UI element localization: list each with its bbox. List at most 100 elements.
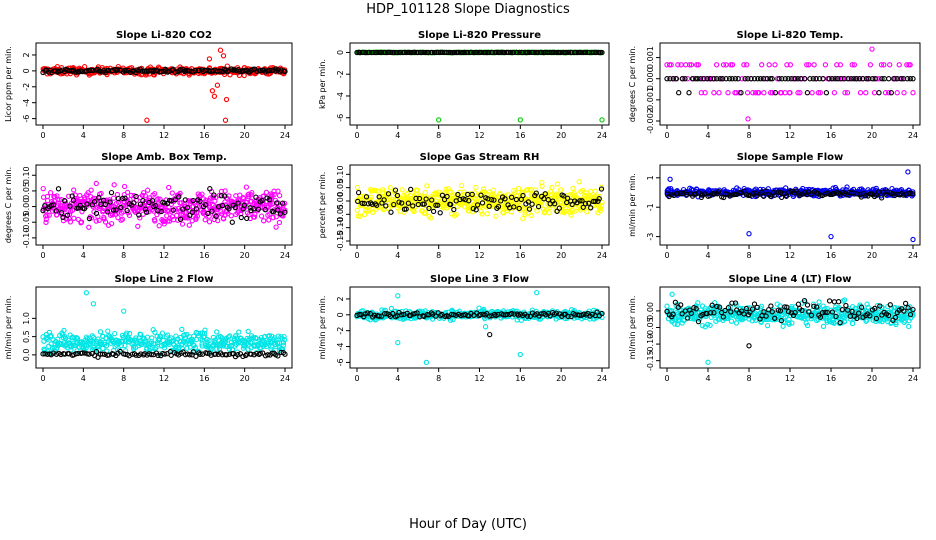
data-point	[266, 197, 273, 203]
data-point	[858, 194, 864, 200]
x-tick-label: 20	[867, 251, 877, 260]
data-point	[480, 186, 487, 192]
panel-title: Slope Line 4 (LT) Flow	[728, 274, 851, 285]
data-point	[77, 192, 83, 199]
data-point	[907, 62, 913, 68]
data-point	[403, 206, 409, 212]
data-point	[140, 198, 146, 204]
y-tick-label: 0.00	[336, 192, 345, 210]
data-point	[142, 206, 149, 212]
data-point	[115, 214, 121, 221]
data-point	[772, 192, 778, 198]
x-tick-label: 4	[395, 374, 400, 383]
data-point	[582, 192, 588, 199]
data-point	[259, 197, 265, 204]
data-point	[274, 200, 280, 206]
data-point	[236, 329, 242, 335]
y-tick-label: -0.15	[336, 231, 345, 252]
data-point	[429, 197, 435, 203]
data-point	[265, 338, 272, 344]
data-point	[232, 204, 239, 211]
data-point	[701, 76, 707, 82]
data-point	[370, 209, 376, 215]
data-point	[741, 188, 747, 194]
data-point	[694, 62, 700, 68]
data-point	[788, 76, 794, 82]
y-tick-label: -0.10	[22, 228, 31, 249]
data-point	[532, 187, 539, 193]
data-point	[894, 76, 900, 82]
data-point	[478, 192, 484, 198]
plot-frame	[349, 42, 610, 126]
data-point	[193, 206, 199, 212]
data-point	[910, 90, 916, 96]
data-point	[408, 49, 414, 56]
data-point	[689, 76, 696, 82]
data-point	[255, 206, 261, 212]
data-point	[473, 207, 479, 213]
data-point	[580, 49, 586, 56]
data-point	[704, 76, 710, 82]
data-point	[829, 76, 835, 82]
data-point	[430, 208, 437, 215]
data-point	[121, 308, 127, 314]
data-point	[64, 212, 71, 218]
data-point	[900, 192, 907, 198]
data-point	[282, 351, 288, 357]
data-point	[431, 49, 438, 56]
x-tick-label: 16	[199, 374, 209, 383]
series-all	[40, 47, 288, 123]
data-point	[744, 90, 751, 96]
data-point	[133, 193, 139, 200]
data-point	[83, 290, 90, 296]
data-point	[62, 198, 68, 205]
y-tick-label: 1.0	[22, 312, 31, 325]
data-point	[102, 201, 108, 208]
data-point	[153, 202, 159, 209]
data-point	[470, 205, 476, 212]
data-point	[806, 62, 812, 68]
data-point	[856, 76, 863, 82]
data-point	[240, 353, 246, 360]
data-point	[84, 351, 90, 357]
data-point	[176, 194, 182, 200]
data-point	[767, 193, 774, 199]
data-point	[229, 219, 235, 225]
panel-title: Slope Sample Flow	[737, 152, 844, 163]
data-point	[214, 82, 221, 88]
data-point	[260, 350, 266, 356]
data-point	[548, 192, 555, 198]
data-point	[906, 323, 912, 330]
data-point	[863, 90, 869, 96]
data-point	[121, 183, 128, 190]
x-tick-label: 12	[159, 251, 169, 260]
data-point	[867, 62, 874, 68]
data-point	[216, 192, 222, 199]
data-point	[667, 176, 673, 182]
data-point	[383, 191, 390, 197]
data-point	[549, 184, 555, 191]
data-point	[108, 220, 115, 227]
data-point	[395, 339, 401, 346]
data-point	[179, 326, 185, 333]
data-point	[828, 233, 834, 240]
data-point	[180, 206, 186, 212]
data-point	[682, 76, 688, 82]
data-point	[854, 191, 860, 197]
data-point	[109, 67, 116, 74]
data-point	[86, 351, 92, 357]
data-point	[279, 200, 286, 206]
x-tick-label: 12	[474, 374, 484, 383]
x-tick-label: 24	[280, 131, 290, 140]
data-point	[253, 194, 259, 200]
data-point	[81, 350, 88, 356]
data-point	[199, 191, 205, 197]
data-point	[677, 190, 683, 196]
data-point	[93, 180, 99, 187]
data-point	[139, 192, 145, 199]
data-point	[69, 207, 76, 213]
data-point	[746, 231, 752, 237]
data-point	[161, 221, 167, 227]
data-point	[388, 209, 394, 215]
data-point	[119, 216, 126, 222]
